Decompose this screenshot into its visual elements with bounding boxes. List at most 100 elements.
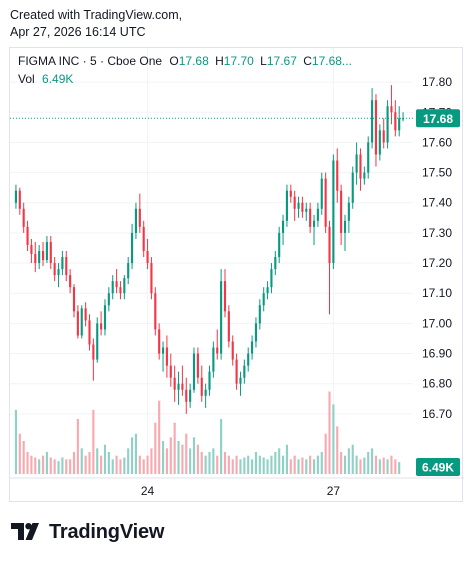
candle-body — [398, 118, 401, 131]
candle-body — [324, 178, 327, 227]
y-tick-label: 17.00 — [422, 316, 452, 330]
candle-body — [69, 275, 72, 288]
volume-bar — [332, 404, 335, 474]
volume-bar — [49, 457, 52, 474]
candle-body — [76, 311, 79, 336]
volume-bar — [53, 459, 56, 474]
volume-bar — [69, 459, 72, 474]
candle-body — [115, 281, 118, 288]
chart-frame[interactable]: 17.80 17.70 17.60 17.50 17.40 17.30 17.20 17.10… — [9, 47, 464, 503]
candle-body — [169, 365, 172, 378]
volume-bar — [305, 459, 308, 474]
candle-body — [285, 190, 288, 221]
volume-bar — [154, 422, 157, 474]
tradingview-logo: TradingView — [11, 521, 164, 544]
candle-body — [200, 377, 203, 396]
volume-bar — [45, 452, 48, 474]
candle-body — [386, 106, 389, 143]
timestamp-text: Apr 27, 2026 16:14 UTC — [10, 25, 146, 39]
x-tick-label: 24 — [141, 484, 155, 498]
y-tick-label: 16.80 — [422, 377, 452, 391]
candle-body — [367, 142, 370, 173]
volume-bar — [76, 419, 79, 474]
candle-body — [119, 287, 122, 294]
volume-bar — [57, 461, 60, 474]
volume-bar — [359, 459, 362, 474]
legend-close-value: 17.68... — [311, 54, 352, 68]
volume-bar — [173, 422, 176, 474]
volume-bar — [274, 452, 277, 474]
candle-body — [185, 389, 188, 402]
volume-bar — [227, 455, 230, 474]
candle-body — [80, 308, 83, 336]
legend-ohlc-row: FIGMA INC · 5 · Cboe One O17.68 H17.70 L… — [18, 52, 352, 70]
candle-body — [45, 241, 48, 261]
candlestick-chart[interactable]: 17.80 17.70 17.60 17.50 17.40 17.30 17.20 17.10… — [10, 48, 464, 503]
candle-body — [138, 208, 141, 227]
candle-body — [394, 112, 397, 131]
candle-body — [243, 365, 246, 378]
legend-high-label: H — [215, 54, 224, 68]
volume-bar — [150, 448, 153, 474]
candle-body — [355, 154, 358, 173]
candle-body — [231, 341, 234, 360]
volume-bar — [328, 391, 331, 474]
y-tick-label: 17.50 — [422, 166, 452, 180]
volume-bar — [192, 437, 196, 474]
y-tick-label: 17.60 — [422, 135, 452, 149]
volume-bar — [343, 455, 347, 474]
volume-bar — [297, 459, 300, 474]
volume-bar — [336, 426, 339, 474]
volume-bar — [18, 433, 21, 474]
candle-body — [351, 172, 354, 203]
candle-body — [281, 220, 285, 233]
volume-bar — [363, 457, 366, 474]
volume-bar — [382, 457, 385, 474]
candle-body — [26, 226, 29, 245]
candle-body — [254, 323, 258, 342]
volume-bar — [390, 455, 393, 474]
y-tick-label: 17.80 — [422, 75, 452, 89]
legend-open-value: 17.68 — [178, 54, 209, 68]
candle-body — [312, 220, 316, 227]
legend-symbol: FIGMA INC · 5 · Cboe One — [18, 54, 163, 68]
volume-bar — [208, 452, 211, 474]
candle-body — [65, 257, 68, 276]
volume-bar — [107, 452, 110, 474]
y-tick-label: 17.20 — [422, 256, 452, 270]
candle-body — [278, 232, 281, 258]
candle-body — [189, 389, 192, 402]
candle-body — [177, 383, 180, 390]
volume-bar — [355, 455, 358, 474]
candle-body — [88, 320, 91, 345]
y-tick-label: 17.40 — [422, 196, 452, 210]
candle-body — [53, 263, 56, 276]
candle-body — [332, 160, 335, 264]
volume-bar — [189, 448, 192, 474]
volume-bar — [347, 448, 350, 474]
candle-body — [154, 293, 157, 330]
candle-body — [216, 347, 219, 354]
candle-body — [235, 359, 238, 384]
volume-bar — [243, 457, 246, 474]
volume-bar — [134, 433, 138, 474]
volume-bar — [371, 448, 374, 474]
legend-low-value: 17.67 — [266, 54, 297, 68]
volume-bar — [231, 459, 234, 474]
volume-bar — [251, 459, 254, 474]
legend-low-label: L — [260, 54, 267, 68]
volume-bar — [247, 455, 250, 474]
chart-legend: FIGMA INC · 5 · Cboe One O17.68 H17.70 L… — [18, 52, 352, 88]
last-volume-tag — [416, 458, 460, 476]
candle-body — [161, 347, 165, 354]
candle-body — [359, 154, 362, 179]
candle-body — [239, 377, 242, 384]
candle-body — [150, 263, 153, 294]
candle-body — [41, 251, 45, 261]
candle-body — [258, 305, 261, 324]
y-tick-label: 17.10 — [422, 286, 452, 300]
candle-body — [247, 353, 250, 366]
y-tick-label: 16.90 — [422, 347, 452, 361]
volume-bar — [378, 459, 381, 474]
volume-bar — [146, 455, 149, 474]
